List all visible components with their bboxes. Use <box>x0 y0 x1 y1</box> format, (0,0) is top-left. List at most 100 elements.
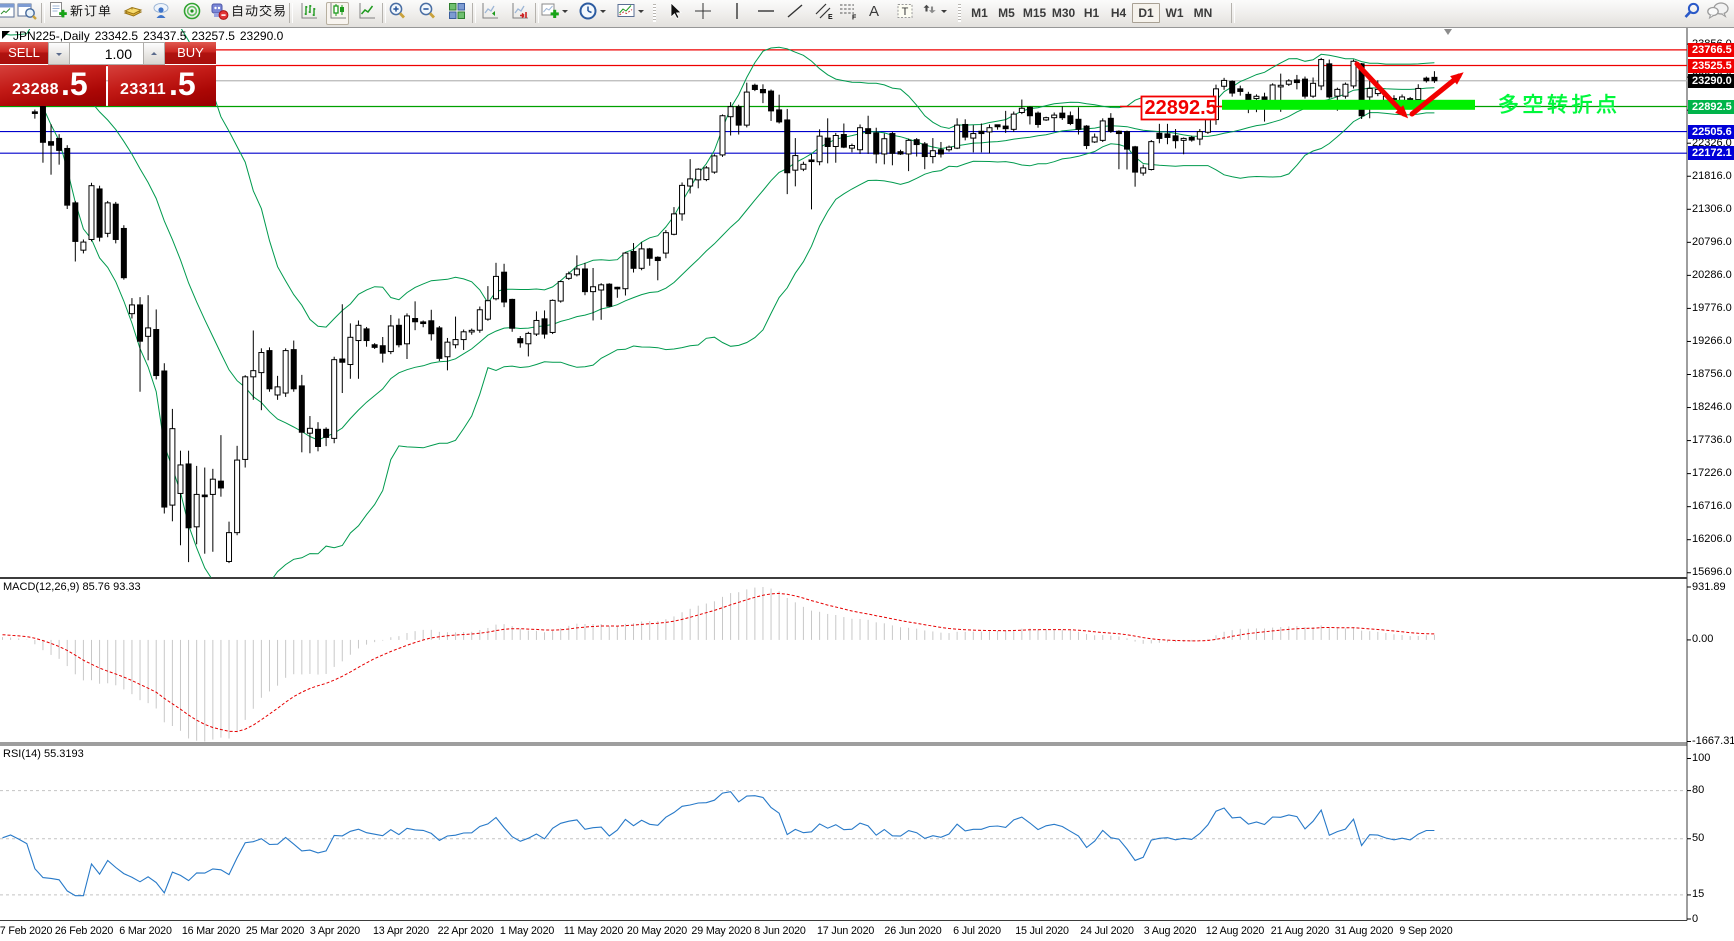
volume-input[interactable] <box>70 43 143 64</box>
zoom-out-button[interactable] <box>415 2 438 25</box>
market-watch-button[interactable] <box>121 2 144 25</box>
date-axis-label: 20 May 2020 <box>626 925 688 937</box>
signals-button[interactable] <box>180 2 203 25</box>
one-click-collapse-arrow[interactable] <box>2 31 10 39</box>
trendline-button[interactable] <box>783 2 806 25</box>
zoom-out-icon <box>416 0 438 27</box>
cursor-button[interactable] <box>663 2 686 25</box>
price-axis-tick: 19266.0 <box>1692 335 1732 347</box>
arrows-caret[interactable] <box>941 10 947 16</box>
indicators-caret[interactable] <box>562 10 568 16</box>
chat-button[interactable] <box>1706 2 1729 25</box>
date-axis-label: 8 Jun 2020 <box>754 925 806 937</box>
candle-chart-mode-button[interactable] <box>326 2 349 25</box>
sell-price[interactable]: 23288.5 <box>0 65 106 106</box>
auto-trading-button[interactable] <box>207 2 230 25</box>
toolbar-separator <box>41 3 45 23</box>
new-order-label[interactable] <box>70 4 112 22</box>
price-axis-tick: 20796.0 <box>1692 235 1732 248</box>
crosshair-button[interactable] <box>691 2 714 25</box>
tile-windows-icon <box>446 0 468 27</box>
periods-button[interactable] <box>576 2 599 25</box>
price-axis-tick: 18756.0 <box>1692 368 1732 380</box>
volume-decrease-button[interactable] <box>49 43 70 64</box>
autotrade-icon <box>208 0 230 27</box>
crosshair-icon <box>692 0 714 27</box>
chart-shift-button[interactable] <box>478 2 501 25</box>
templates-caret[interactable] <box>638 10 644 16</box>
periods-caret[interactable] <box>600 10 606 16</box>
candlestick-series <box>0 49 1438 564</box>
clock-icon <box>577 0 599 27</box>
arrows-button[interactable] <box>917 2 940 25</box>
main-pane <box>0 29 1687 578</box>
cloud-user-icon <box>150 0 172 27</box>
text-a-icon: A <box>863 0 885 27</box>
text-label-button[interactable]: T <box>893 2 916 25</box>
volume-stepper <box>48 42 165 65</box>
toolbar-grip[interactable] <box>958 4 961 22</box>
new-order-button[interactable] <box>46 2 69 25</box>
horizontal-line-button[interactable] <box>754 2 777 25</box>
turning-point-text[interactable] <box>1498 93 1617 114</box>
chart-shift-marker <box>1444 29 1452 35</box>
timeframe-H1[interactable]: H1 <box>1083 6 1100 20</box>
mql5-community-button[interactable] <box>149 2 172 25</box>
bar-chart-mode-button[interactable] <box>297 2 320 25</box>
fibonacci-button[interactable]: F <box>836 2 859 25</box>
timeframe-M15[interactable]: M15 <box>1022 6 1047 20</box>
rsi-axis-value: 50 <box>1692 832 1705 845</box>
price-annotation-box[interactable] <box>1140 95 1217 121</box>
macd-axis-value: 931.89 <box>1692 580 1726 593</box>
search-button[interactable] <box>1680 2 1703 25</box>
sell-button[interactable]: SELL <box>0 42 48 65</box>
equidistant-channel-button[interactable]: E <box>812 2 835 25</box>
timeframe-D1[interactable]: D1 <box>1132 3 1160 23</box>
ohlc-close: 23290.0 <box>239 29 284 43</box>
templates-button[interactable] <box>614 2 637 25</box>
profiles-button[interactable] <box>15 2 38 25</box>
window-chart-icon <box>0 0 18 27</box>
price-level-badge: 22505.6 <box>1688 124 1734 139</box>
line-chart-mode-button[interactable] <box>355 2 378 25</box>
arrow-down[interactable] <box>1354 61 1407 117</box>
buy-button[interactable]: BUY <box>165 42 216 65</box>
date-axis-label: 12 Aug 2020 <box>1205 925 1265 937</box>
vertical-line-button[interactable] <box>725 2 748 25</box>
auto-scroll-button[interactable] <box>508 2 531 25</box>
svg-text:F: F <box>852 15 857 22</box>
timeframe-M1[interactable]: M1 <box>971 6 988 20</box>
rsi-value: 55.3193 <box>43 748 84 760</box>
timeframe-M30[interactable]: M30 <box>1051 6 1076 20</box>
price-axis-tick: 21816.0 <box>1692 169 1732 182</box>
pivot-band[interactable] <box>1222 99 1475 110</box>
date-axis-label: 22 Apr 2020 <box>437 925 494 937</box>
shapes-icon <box>918 0 940 27</box>
timeframe-M5[interactable]: M5 <box>998 6 1015 20</box>
auto-trading-label[interactable] <box>231 4 287 22</box>
arrow-up[interactable] <box>1409 73 1462 117</box>
new-chart-button[interactable] <box>0 2 18 25</box>
toolbar-grip[interactable] <box>653 4 656 22</box>
buy-price[interactable]: 23311.5 <box>108 65 216 106</box>
rsi-axis-value: 80 <box>1692 784 1705 797</box>
indicators-button[interactable] <box>538 2 561 25</box>
macd-value: 85.76 <box>82 581 111 593</box>
date-axis-label: 11 May 2020 <box>563 925 624 937</box>
timeframe-H4[interactable]: H4 <box>1110 6 1127 20</box>
chart-canvas[interactable] <box>0 28 1734 941</box>
timeframe-W1[interactable]: W1 <box>1165 6 1184 20</box>
chart-shift-icon <box>479 0 501 27</box>
volume-increase-button[interactable] <box>143 43 164 64</box>
rsi-axis-value: 0 <box>1692 912 1699 925</box>
toolbar-separator <box>535 3 539 23</box>
chart-magnifier-icon <box>16 0 38 27</box>
tile-windows-button[interactable] <box>445 2 468 25</box>
bollinger-middle-band <box>2 47 1435 441</box>
zoom-in-button[interactable] <box>385 2 408 25</box>
text-button[interactable]: A <box>862 2 885 25</box>
date-axis-label: 15 Jul 2020 <box>1015 925 1069 937</box>
timeframe-MN[interactable]: MN <box>1193 6 1213 20</box>
date-axis-label: 31 Aug 2020 <box>1334 925 1394 937</box>
green-rings-icon <box>181 0 203 27</box>
